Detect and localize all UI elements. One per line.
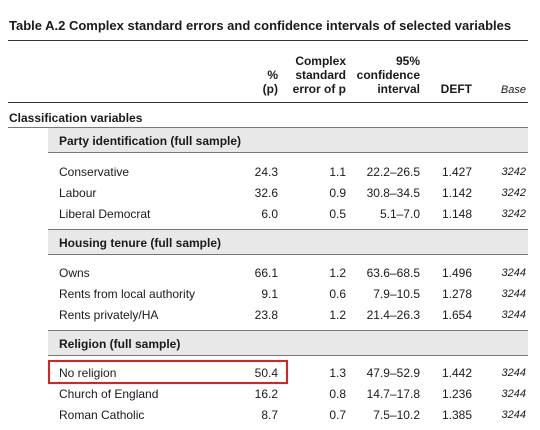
cell-pct: 32.6 [254, 186, 278, 200]
cell-ci: 47.9–52.9 [366, 366, 420, 380]
row-label-liberal-democrat: Liberal Democrat [59, 207, 151, 221]
cell-pct: 8.7 [261, 408, 278, 422]
cell-se: 1.2 [329, 308, 346, 322]
cell-se: 0.5 [329, 207, 346, 221]
cell-base: 3244 [501, 309, 526, 321]
group-header-band [48, 128, 528, 152]
cell-deft: 1.385 [441, 408, 472, 422]
group-rule [48, 229, 528, 230]
cell-se: 1.2 [329, 266, 346, 280]
header-se-line2: standard [295, 68, 346, 82]
cell-ci: 21.4–26.3 [366, 308, 420, 322]
header-ci-line3: interval [377, 82, 420, 96]
cell-pct: 24.3 [254, 165, 278, 179]
row-label-labour: Labour [59, 186, 97, 200]
group-title-religion: Religion (full sample) [59, 337, 181, 351]
group-title-party-identification: Party identification (full sample) [59, 134, 242, 148]
row-label-church-of-england: Church of England [59, 387, 159, 401]
header-ci-line2: confidence [356, 68, 420, 82]
header-confidence-interval: 95% confidence interval [348, 54, 420, 96]
cell-ci: 5.1–7.0 [379, 207, 420, 221]
cell-se: 1.3 [329, 366, 346, 380]
cell-pct: 23.8 [254, 308, 278, 322]
group-rule [48, 355, 528, 356]
section-classification-variables: Classification variables [9, 111, 143, 125]
header-base: Base [500, 84, 526, 96]
group-rule [48, 254, 528, 255]
group-header-band [48, 230, 528, 254]
highlight-box [48, 360, 288, 384]
cell-se: 0.9 [329, 186, 346, 200]
header-percent-line2: (p) [262, 82, 278, 96]
cell-deft: 1.496 [441, 266, 472, 280]
group-rule [48, 152, 528, 153]
header-se-line1: Complex [295, 54, 346, 68]
top-rule [8, 40, 528, 41]
group-title-housing-tenure: Housing tenure (full sample) [59, 236, 222, 250]
row-label-roman-catholic: Roman Catholic [59, 408, 145, 422]
cell-se: 1.1 [329, 165, 346, 179]
cell-ci: 63.6–68.5 [366, 266, 420, 280]
cell-base: 3244 [501, 409, 526, 421]
cell-pct: 66.1 [254, 266, 278, 280]
row-label-no-religion: No religion [59, 366, 117, 380]
header-percent-line1: % [267, 68, 278, 82]
header-rule [8, 102, 528, 103]
section-rule [8, 127, 528, 128]
cell-base: 3244 [501, 267, 526, 279]
cell-deft: 1.148 [441, 207, 472, 221]
row-label-owns: Owns [59, 266, 90, 280]
cell-base: 3244 [501, 288, 526, 300]
cell-deft: 1.142 [441, 186, 472, 200]
cell-base: 3244 [501, 388, 526, 400]
cell-pct: 6.0 [261, 207, 278, 221]
cell-pct: 50.4 [254, 366, 278, 380]
cell-deft: 1.278 [441, 287, 472, 301]
table-title: Table A.2 Complex standard errors and co… [9, 18, 512, 33]
group-header-band [48, 331, 528, 355]
row-label-rents-privately: Rents privately/HA [59, 308, 159, 322]
cell-ci: 14.7–17.8 [366, 387, 420, 401]
cell-se: 0.7 [329, 408, 346, 422]
cell-deft: 1.236 [441, 387, 472, 401]
cell-ci: 22.2–26.5 [366, 165, 420, 179]
cell-ci: 7.5–10.2 [373, 408, 420, 422]
cell-base: 3242 [501, 187, 526, 199]
header-se-line3: error of p [292, 82, 346, 96]
cell-ci: 7.9–10.5 [373, 287, 420, 301]
cell-base: 3242 [501, 166, 526, 178]
cell-pct: 16.2 [254, 387, 278, 401]
header-standard-error: Complex standard error of p [280, 54, 346, 96]
header-ci-line1: 95% [395, 54, 420, 68]
cell-base: 3244 [501, 367, 526, 379]
cell-se: 0.6 [329, 287, 346, 301]
header-percent: % (p) [240, 68, 278, 96]
row-label-conservative: Conservative [59, 165, 130, 179]
cell-ci: 30.8–34.5 [366, 186, 420, 200]
cell-base: 3242 [501, 208, 526, 220]
header-deft: DEFT [440, 82, 472, 96]
cell-pct: 9.1 [261, 287, 278, 301]
cell-deft: 1.442 [441, 366, 472, 380]
cell-deft: 1.654 [441, 308, 472, 322]
row-label-rents-local-authority: Rents from local authority [59, 287, 196, 301]
cell-deft: 1.427 [441, 165, 472, 179]
cell-se: 0.8 [329, 387, 346, 401]
group-rule [48, 330, 528, 331]
